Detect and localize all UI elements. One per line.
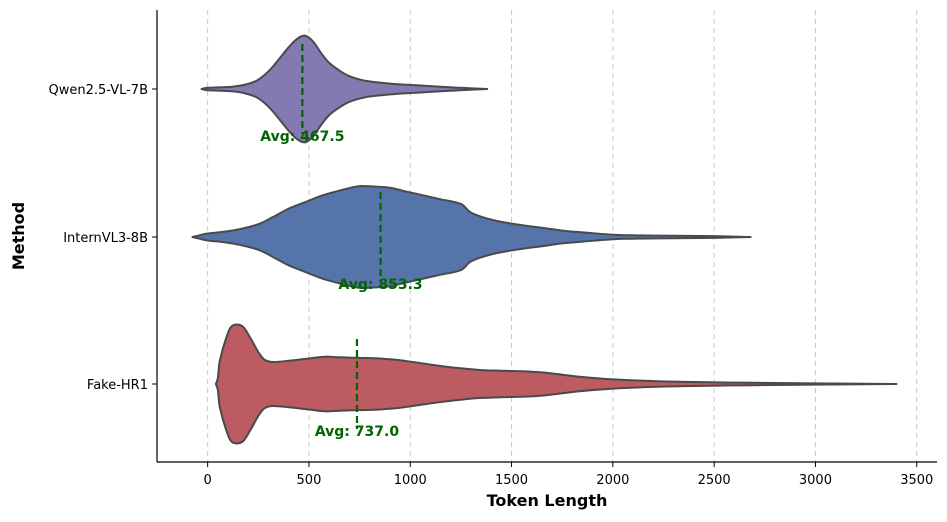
violins [191, 34, 898, 445]
axes: 0 500 1000 1500 2000 2500 3000 3500 Qwen2.5-VL-7… [49, 10, 937, 488]
x-axis-title: Token Length [487, 491, 608, 510]
average-markers: Avg: 467.5 Avg: 853.3 Avg: 737.0 [260, 44, 423, 440]
x-tick-label: 2000 [596, 473, 629, 488]
avg-label: Avg: 853.3 [338, 277, 422, 293]
y-tick-label: Fake-HR1 [87, 378, 148, 393]
violin-internvl3-8b [191, 184, 752, 290]
y-tick-label: Qwen2.5-VL-7B [49, 83, 149, 98]
x-tick-label: 0 [204, 473, 212, 488]
y-axis-title: Method [9, 202, 28, 270]
avg-label: Avg: 467.5 [260, 129, 344, 145]
x-tick-label: 2500 [698, 473, 731, 488]
x-tick-label: 1000 [394, 473, 427, 488]
x-tick-label: 3500 [900, 473, 933, 488]
x-tick-label: 500 [297, 473, 322, 488]
violin-qwen2-5-vl-7b [200, 34, 489, 144]
y-tick-label: InternVL3-8B [63, 231, 148, 246]
x-tick-label: 3000 [799, 473, 832, 488]
violin-fake-hr1 [214, 323, 898, 445]
avg-label: Avg: 737.0 [315, 424, 399, 440]
x-tick-label: 1500 [495, 473, 528, 488]
